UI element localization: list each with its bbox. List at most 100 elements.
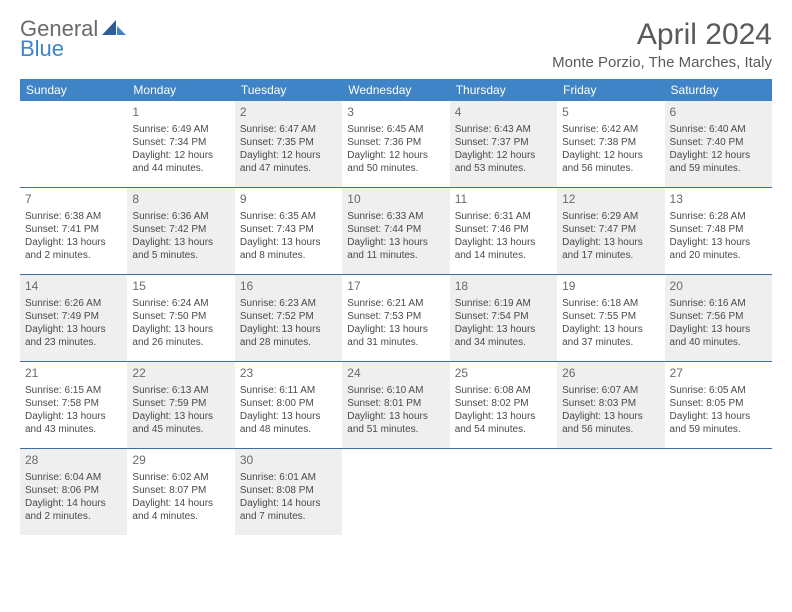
day-number: 19: [562, 279, 659, 295]
day-sr: Sunrise: 6:08 AM: [455, 384, 552, 397]
day-sr: Sunrise: 6:40 AM: [670, 123, 767, 136]
day-number: 15: [132, 279, 229, 295]
day-sr: Sunrise: 6:23 AM: [240, 297, 337, 310]
day-ss: Sunset: 7:56 PM: [670, 310, 767, 323]
day-dl2: and 11 minutes.: [347, 249, 444, 262]
day-ss: Sunset: 7:38 PM: [562, 136, 659, 149]
day-number: 20: [670, 279, 767, 295]
calendar-day-cell: 1Sunrise: 6:49 AMSunset: 7:34 PMDaylight…: [127, 101, 234, 187]
day-dl1: Daylight: 13 hours: [562, 236, 659, 249]
day-dl1: Daylight: 12 hours: [562, 149, 659, 162]
calendar-day-cell: 15 Sunrise: 6:24 AMSunset: 7:50 PMDayligh…: [127, 275, 234, 361]
calendar-day-cell: 18Sunrise: 6:19 AMSunset: 7:54 PMDayligh…: [450, 275, 557, 361]
day-dl1: Daylight: 14 hours: [132, 497, 229, 510]
calendar-day-cell: 20Sunrise: 6:16 AMSunset: 7:56 PMDayligh…: [665, 275, 772, 361]
day-sr: Sunrise: 6:10 AM: [347, 384, 444, 397]
day-dl1: Daylight: 12 hours: [240, 149, 337, 162]
day-dl1: Daylight: 12 hours: [455, 149, 552, 162]
calendar-day-cell: 4Sunrise: 6:43 AMSunset: 7:37 PMDaylight…: [450, 101, 557, 187]
day-number: 7: [25, 192, 122, 208]
day-ss: Sunset: 7:34 PM: [132, 136, 229, 149]
day-ss: Sunset: 7:36 PM: [347, 136, 444, 149]
day-sr: Sunrise: 6:11 AM: [240, 384, 337, 397]
day-dl2: and 2 minutes.: [25, 249, 122, 262]
day-ss: Sunset: 7:54 PM: [455, 310, 552, 323]
calendar-empty-cell: [20, 101, 127, 187]
day-dl2: and 4 minutes.: [132, 510, 229, 523]
day-number: 14: [25, 279, 122, 295]
calendar-day-cell: 10Sunrise: 6:33 AMSunset: 7:44 PMDayligh…: [342, 188, 449, 274]
day-dl1: Daylight: 13 hours: [240, 410, 337, 423]
day-ss: Sunset: 8:08 PM: [240, 484, 337, 497]
dow-cell: Saturday: [665, 79, 772, 101]
day-ss: Sunset: 7:50 PM: [132, 310, 229, 323]
dow-cell: Wednesday: [342, 79, 449, 101]
day-dl2: and 5 minutes.: [132, 249, 229, 262]
day-sr: Sunrise: 6:24 AM: [132, 297, 229, 310]
day-sr: Sunrise: 6:28 AM: [670, 210, 767, 223]
day-dl1: Daylight: 13 hours: [562, 323, 659, 336]
day-ss: Sunset: 7:53 PM: [347, 310, 444, 323]
day-dl2: and 47 minutes.: [240, 162, 337, 175]
day-number: 23: [240, 366, 337, 382]
calendar-day-cell: 6Sunrise: 6:40 AMSunset: 7:40 PMDaylight…: [665, 101, 772, 187]
day-dl2: and 53 minutes.: [455, 162, 552, 175]
day-number: 21: [25, 366, 122, 382]
calendar-empty-cell: [557, 449, 664, 535]
day-ss: Sunset: 7:43 PM: [240, 223, 337, 236]
day-dl1: Daylight: 14 hours: [25, 497, 122, 510]
brand-logo: General Blue: [20, 18, 126, 60]
day-number: 26: [562, 366, 659, 382]
day-sr: Sunrise: 6:29 AM: [562, 210, 659, 223]
day-sr: Sunrise: 6:43 AM: [455, 123, 552, 136]
day-dl1: Daylight: 13 hours: [132, 323, 229, 336]
day-ss: Sunset: 7:58 PM: [25, 397, 122, 410]
day-ss: Sunset: 7:41 PM: [25, 223, 122, 236]
day-dl2: and 31 minutes.: [347, 336, 444, 349]
day-sr: Sunrise: 6:49 AM: [132, 123, 229, 136]
calendar-empty-cell: [665, 449, 772, 535]
calendar-day-cell: 16Sunrise: 6:23 AMSunset: 7:52 PMDayligh…: [235, 275, 342, 361]
day-dl1: Daylight: 13 hours: [25, 236, 122, 249]
day-dl2: and 48 minutes.: [240, 423, 337, 436]
day-of-week-header: SundayMondayTuesdayWednesdayThursdayFrid…: [20, 79, 772, 101]
calendar-day-cell: 7Sunrise: 6:38 AMSunset: 7:41 PMDaylight…: [20, 188, 127, 274]
dow-cell: Tuesday: [235, 79, 342, 101]
day-sr: Sunrise: 6:16 AM: [670, 297, 767, 310]
day-number: 5: [562, 105, 659, 121]
dow-cell: Sunday: [20, 79, 127, 101]
calendar-day-cell: 17Sunrise: 6:21 AMSunset: 7:53 PMDayligh…: [342, 275, 449, 361]
day-dl1: Daylight: 14 hours: [240, 497, 337, 510]
day-dl1: Daylight: 13 hours: [347, 323, 444, 336]
calendar-day-cell: 24Sunrise: 6:10 AMSunset: 8:01 PMDayligh…: [342, 362, 449, 448]
calendar-day-cell: 21Sunrise: 6:15 AMSunset: 7:58 PMDayligh…: [20, 362, 127, 448]
day-dl2: and 8 minutes.: [240, 249, 337, 262]
day-dl1: Daylight: 13 hours: [132, 236, 229, 249]
day-ss: Sunset: 7:52 PM: [240, 310, 337, 323]
calendar-empty-cell: [450, 449, 557, 535]
day-dl2: and 26 minutes.: [132, 336, 229, 349]
day-dl2: and 43 minutes.: [25, 423, 122, 436]
day-dl2: and 28 minutes.: [240, 336, 337, 349]
day-number: 8: [132, 192, 229, 208]
day-ss: Sunset: 8:05 PM: [670, 397, 767, 410]
day-number: 10: [347, 192, 444, 208]
day-number: 12: [562, 192, 659, 208]
day-ss: Sunset: 7:55 PM: [562, 310, 659, 323]
day-dl2: and 50 minutes.: [347, 162, 444, 175]
day-dl1: Daylight: 13 hours: [455, 236, 552, 249]
calendar-day-cell: 22Sunrise: 6:13 AMSunset: 7:59 PMDayligh…: [127, 362, 234, 448]
day-number: 9: [240, 192, 337, 208]
day-number: 24: [347, 366, 444, 382]
day-sr: Sunrise: 6:02 AM: [132, 471, 229, 484]
calendar-day-cell: 25Sunrise: 6:08 AMSunset: 8:02 PMDayligh…: [450, 362, 557, 448]
day-number: 27: [670, 366, 767, 382]
calendar-day-cell: 27Sunrise: 6:05 AMSunset: 8:05 PMDayligh…: [665, 362, 772, 448]
day-number: 25: [455, 366, 552, 382]
calendar-day-cell: 14Sunrise: 6:26 AMSunset: 7:49 PMDayligh…: [20, 275, 127, 361]
day-sr: Sunrise: 6:13 AM: [132, 384, 229, 397]
day-dl1: Daylight: 13 hours: [132, 410, 229, 423]
day-dl1: Daylight: 13 hours: [240, 323, 337, 336]
day-number: 28: [25, 453, 122, 469]
calendar-week: 21Sunrise: 6:15 AMSunset: 7:58 PMDayligh…: [20, 362, 772, 449]
